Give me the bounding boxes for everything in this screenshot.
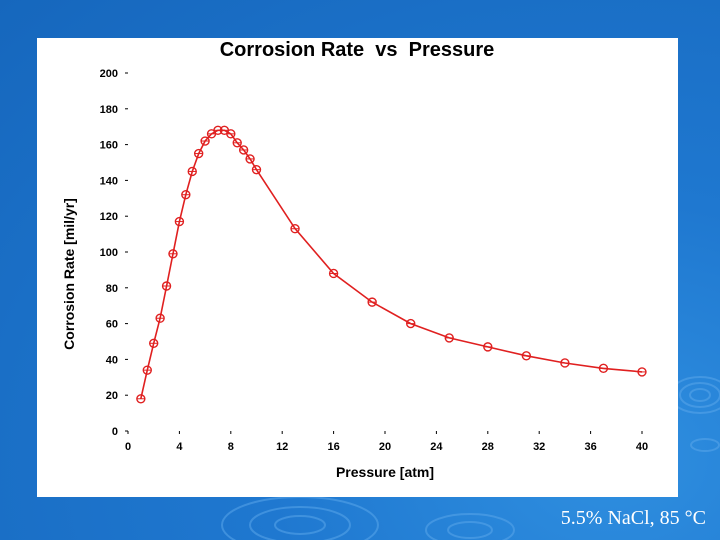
y-tick-label: 100 xyxy=(100,247,118,259)
x-tick-label: 28 xyxy=(482,441,494,453)
chart-title: Corrosion Rate vs Pressure xyxy=(220,39,495,61)
y-tick-label: 120 xyxy=(100,211,118,223)
x-tick-label: 24 xyxy=(430,441,443,453)
corrosion-rate-chart: Corrosion Rate vs Pressure 0204060801001… xyxy=(61,39,648,480)
series-line xyxy=(140,129,643,399)
series-group xyxy=(136,125,647,404)
x-tick-label: 8 xyxy=(228,441,234,453)
x-tick-label: 16 xyxy=(327,441,339,453)
x-tick-label: 12 xyxy=(276,441,288,453)
x-tick-label: 20 xyxy=(379,441,391,453)
axes: 0 20 40 60 80 100 120 140 160 180 200 0 4 8 12 16 20 24 28… xyxy=(100,68,648,453)
y-tick-label: 140 xyxy=(100,175,118,187)
x-tick-label: 0 xyxy=(125,441,131,453)
x-tick-label: 4 xyxy=(176,441,183,453)
y-tick-label: 20 xyxy=(106,390,118,402)
y-tick-label: 200 xyxy=(100,68,118,80)
y-tick-label: 0 xyxy=(112,426,118,438)
y-tick-label: 160 xyxy=(100,140,118,152)
y-axis-title: Corrosion Rate [mil/yr] xyxy=(61,198,77,350)
x-axis-title: Pressure [atm] xyxy=(336,464,434,480)
y-tick-label: 80 xyxy=(106,283,118,295)
x-tick-label: 32 xyxy=(533,441,545,453)
x-tick-label: 40 xyxy=(636,441,648,453)
y-tick-label: 180 xyxy=(100,104,118,116)
chart-panel xyxy=(37,38,678,497)
y-tick-label: 40 xyxy=(106,354,118,366)
caption-text: 5.5% NaCl, 85 °C xyxy=(560,507,706,529)
y-tick-label: 60 xyxy=(106,319,118,331)
x-tick-label: 36 xyxy=(584,441,596,453)
